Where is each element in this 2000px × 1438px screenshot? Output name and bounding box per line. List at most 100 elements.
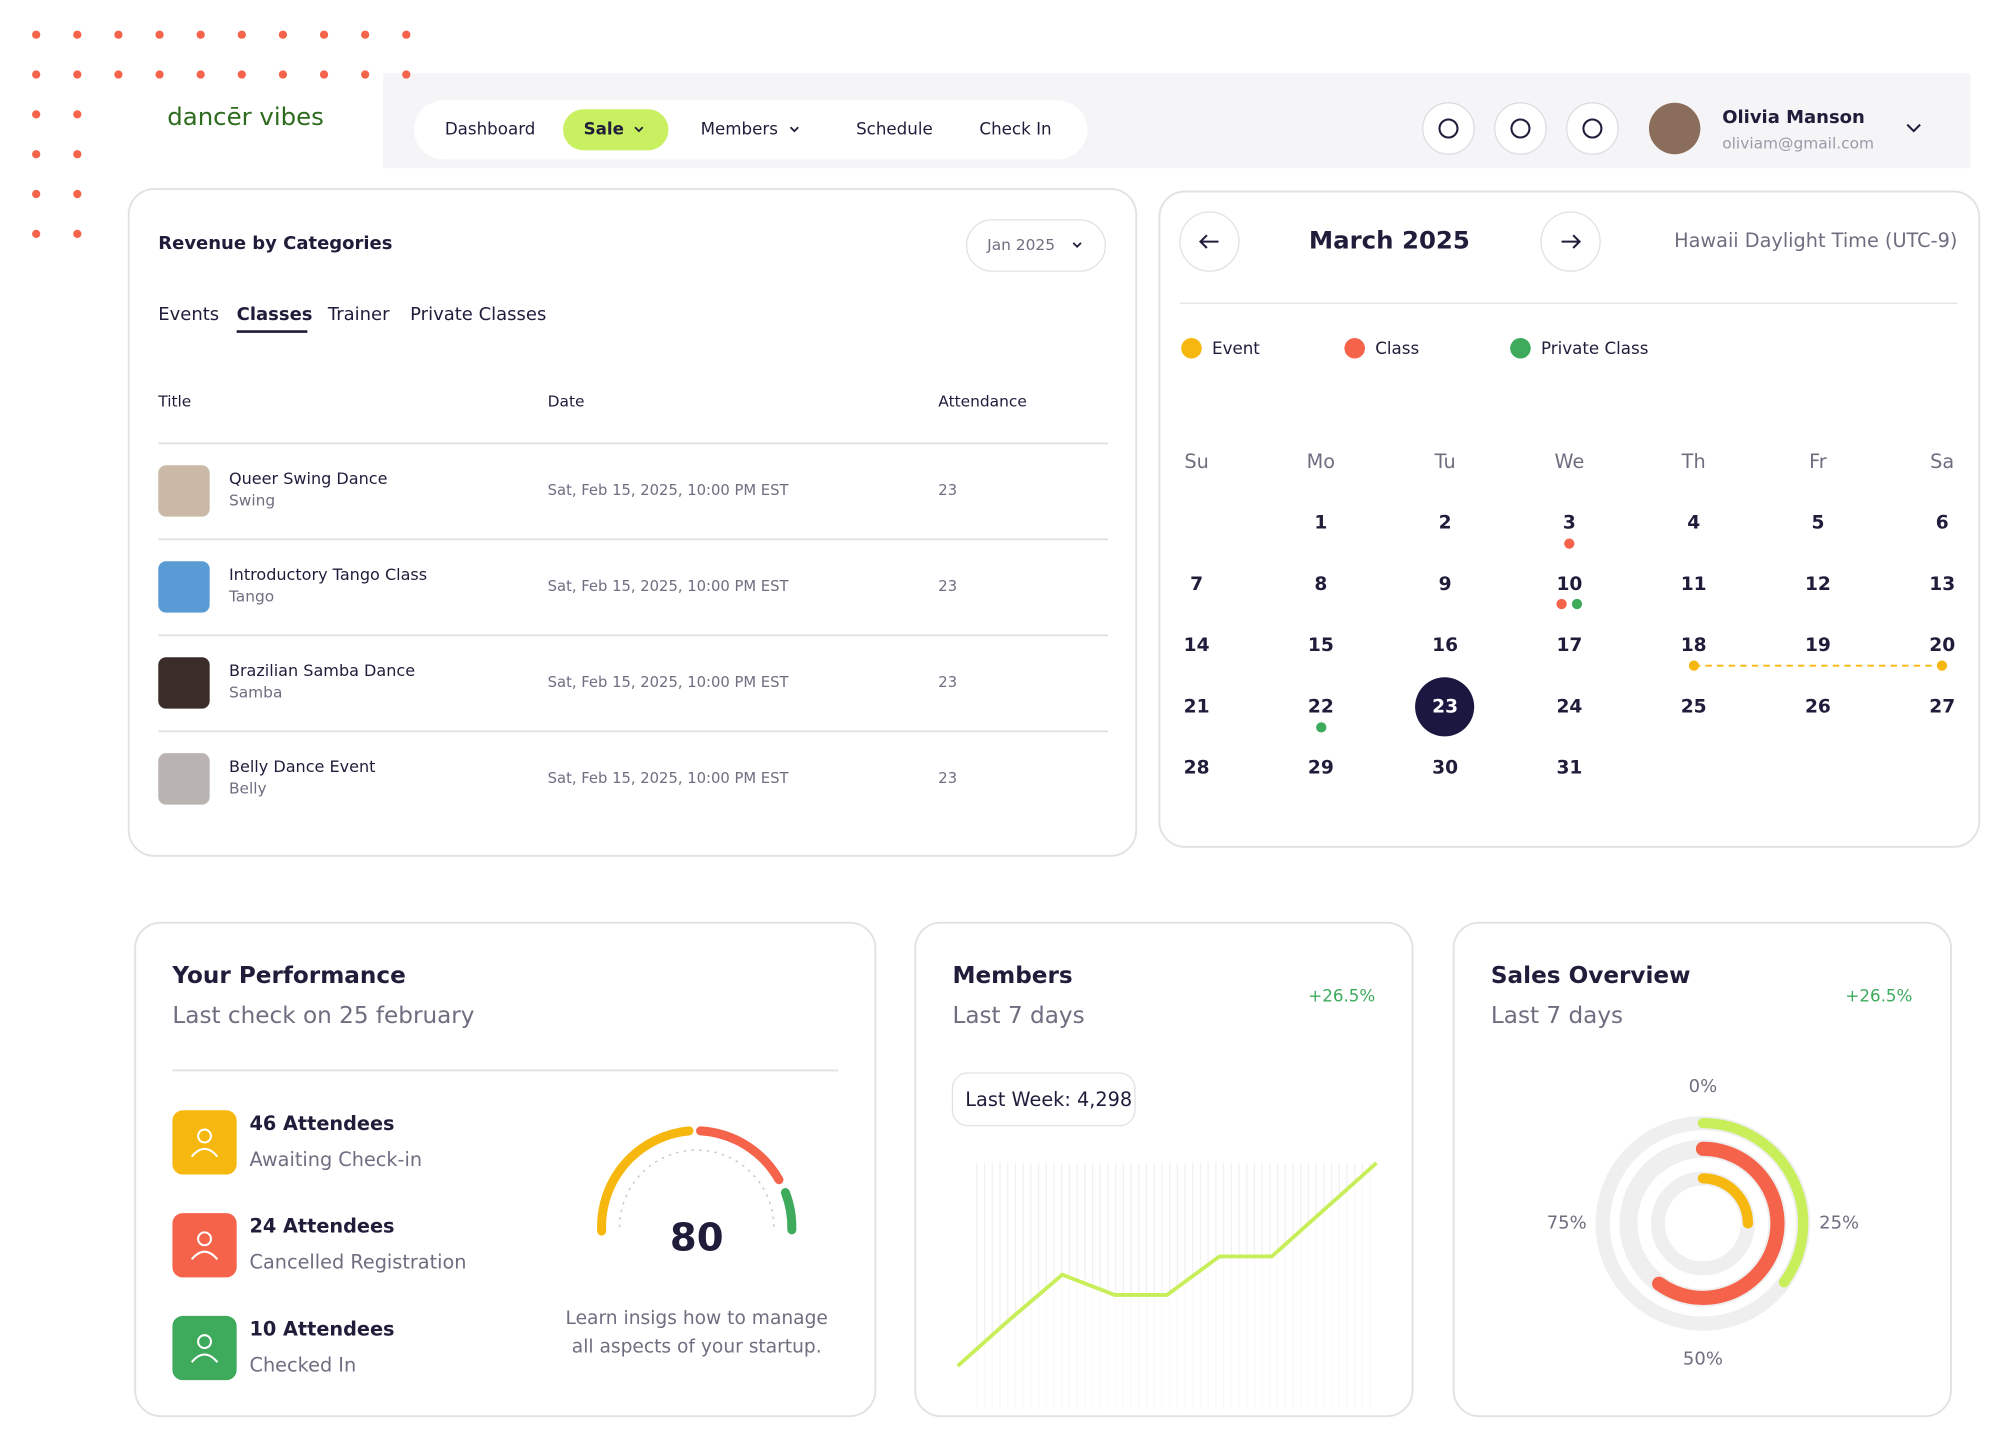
day[interactable]: 3 bbox=[1563, 513, 1576, 534]
day[interactable]: 6 bbox=[1936, 513, 1949, 534]
day[interactable]: 12 bbox=[1805, 574, 1831, 595]
sales-subtitle: Last 7 days bbox=[1491, 1003, 1623, 1029]
item-glyph bbox=[190, 1147, 219, 1158]
ring-tick: 0% bbox=[1689, 1076, 1718, 1097]
day[interactable]: 15 bbox=[1308, 635, 1334, 656]
row-category: Samba bbox=[229, 684, 282, 702]
day[interactable]: 14 bbox=[1184, 635, 1210, 656]
day[interactable]: 4 bbox=[1687, 513, 1700, 534]
day[interactable]: 25 bbox=[1681, 696, 1707, 717]
day[interactable]: 1 bbox=[1314, 513, 1327, 534]
row-date: Sat, Feb 15, 2025, 10:00 PM EST bbox=[548, 674, 790, 691]
day[interactable]: 16 bbox=[1432, 635, 1458, 656]
day[interactable]: 26 bbox=[1805, 696, 1831, 717]
class-dot bbox=[1564, 538, 1575, 549]
note: all aspects of your startup. bbox=[572, 1336, 822, 1357]
ring-tick: 25% bbox=[1819, 1212, 1859, 1233]
ring bbox=[1697, 1173, 1754, 1229]
deco-dot bbox=[73, 150, 82, 159]
item-glyph bbox=[197, 1334, 212, 1350]
deco-dot bbox=[361, 70, 370, 79]
class-dot bbox=[1556, 598, 1567, 610]
deco-dot bbox=[196, 30, 205, 39]
day[interactable]: 21 bbox=[1184, 696, 1210, 717]
day[interactable]: 20 bbox=[1929, 635, 1955, 656]
deco-dot bbox=[73, 110, 82, 119]
members-subtitle: Last 7 days bbox=[952, 1003, 1084, 1029]
thumbnail bbox=[158, 465, 210, 517]
deco-dot bbox=[73, 30, 82, 39]
search-button[interactable] bbox=[1422, 102, 1475, 155]
nav-active bbox=[563, 109, 669, 151]
day[interactable]: 22 bbox=[1308, 696, 1334, 717]
deco-dot bbox=[402, 30, 411, 39]
period-select[interactable] bbox=[965, 219, 1107, 272]
day[interactable]: 8 bbox=[1314, 574, 1327, 595]
weekday: Su bbox=[1184, 450, 1208, 473]
day[interactable]: 18 bbox=[1681, 635, 1707, 656]
item-subtitle: Checked In bbox=[250, 1354, 357, 1377]
deco-dot bbox=[32, 150, 41, 159]
day[interactable]: 24 bbox=[1556, 696, 1582, 717]
day[interactable]: 17 bbox=[1556, 635, 1582, 656]
settings-button[interactable] bbox=[1494, 102, 1547, 155]
user-menu[interactable] bbox=[1906, 123, 1921, 133]
day[interactable]: 10 bbox=[1556, 574, 1582, 595]
day[interactable]: 13 bbox=[1929, 574, 1955, 595]
legend-label: Private Class bbox=[1541, 338, 1648, 358]
nav-item[interactable]: Dashboard bbox=[445, 118, 536, 138]
item-title: 46 Attendees bbox=[250, 1112, 395, 1135]
arrow-left bbox=[1199, 234, 1219, 249]
notifications-icon bbox=[1582, 118, 1603, 139]
day[interactable]: 28 bbox=[1184, 758, 1210, 779]
timezone: Hawaii Daylight Time (UTC-9) bbox=[1674, 229, 1957, 252]
item-glyph bbox=[190, 1250, 219, 1261]
nav-item[interactable]: Schedule bbox=[856, 118, 933, 138]
day[interactable]: 5 bbox=[1811, 513, 1824, 534]
tab[interactable]: Trainer bbox=[327, 304, 390, 325]
day[interactable]: 29 bbox=[1308, 758, 1334, 779]
ring bbox=[1697, 1118, 1809, 1288]
row-title: Belly Dance Event bbox=[229, 757, 376, 776]
row-category: Tango bbox=[228, 588, 274, 606]
nav-item[interactable]: Check In bbox=[979, 118, 1051, 138]
day[interactable]: 27 bbox=[1929, 696, 1955, 717]
day[interactable]: 11 bbox=[1681, 574, 1707, 595]
day[interactable]: 2 bbox=[1439, 513, 1452, 534]
row-category: Swing bbox=[229, 492, 275, 510]
day[interactable]: 9 bbox=[1439, 574, 1452, 595]
tab[interactable]: Private Classes bbox=[410, 304, 546, 325]
thumbnail bbox=[158, 657, 210, 709]
user-email: oliviam@gmail.com bbox=[1722, 134, 1874, 152]
thumbnail bbox=[158, 753, 210, 805]
nav-item[interactable]: Members bbox=[701, 118, 778, 138]
item-title: 10 Attendees bbox=[250, 1318, 395, 1341]
deco-dot bbox=[237, 70, 246, 79]
performance-card bbox=[134, 921, 877, 1418]
deco-dot bbox=[32, 189, 41, 199]
nav-item[interactable]: Sale bbox=[584, 118, 624, 138]
deco-dot bbox=[73, 229, 82, 238]
row-attendance: 23 bbox=[938, 674, 957, 691]
tab[interactable]: Events bbox=[158, 304, 219, 325]
day[interactable]: 19 bbox=[1805, 635, 1831, 656]
item-glyph bbox=[197, 1128, 212, 1144]
selected-day bbox=[1415, 677, 1475, 737]
sales-title: Sales Overview bbox=[1491, 963, 1691, 989]
row-date: Sat, Feb 15, 2025, 10:00 PM EST bbox=[548, 482, 790, 499]
revenue-title: Revenue by Categories bbox=[158, 233, 392, 254]
period: Jan 2025 bbox=[986, 236, 1055, 254]
notifications-button[interactable] bbox=[1566, 102, 1619, 155]
logo[interactable]: dancēr vibes bbox=[167, 102, 324, 131]
tab[interactable]: Classes bbox=[237, 304, 313, 325]
avatar[interactable] bbox=[1648, 102, 1701, 155]
deco-dot bbox=[114, 70, 123, 79]
last-week-label: Last Week: bbox=[965, 1088, 1071, 1111]
day[interactable]: 31 bbox=[1556, 758, 1582, 779]
day[interactable]: 7 bbox=[1190, 574, 1203, 595]
day[interactable]: 23 bbox=[1432, 696, 1458, 717]
day[interactable]: 30 bbox=[1432, 758, 1458, 779]
row-title: Brazilian Samba Dance bbox=[229, 661, 415, 680]
